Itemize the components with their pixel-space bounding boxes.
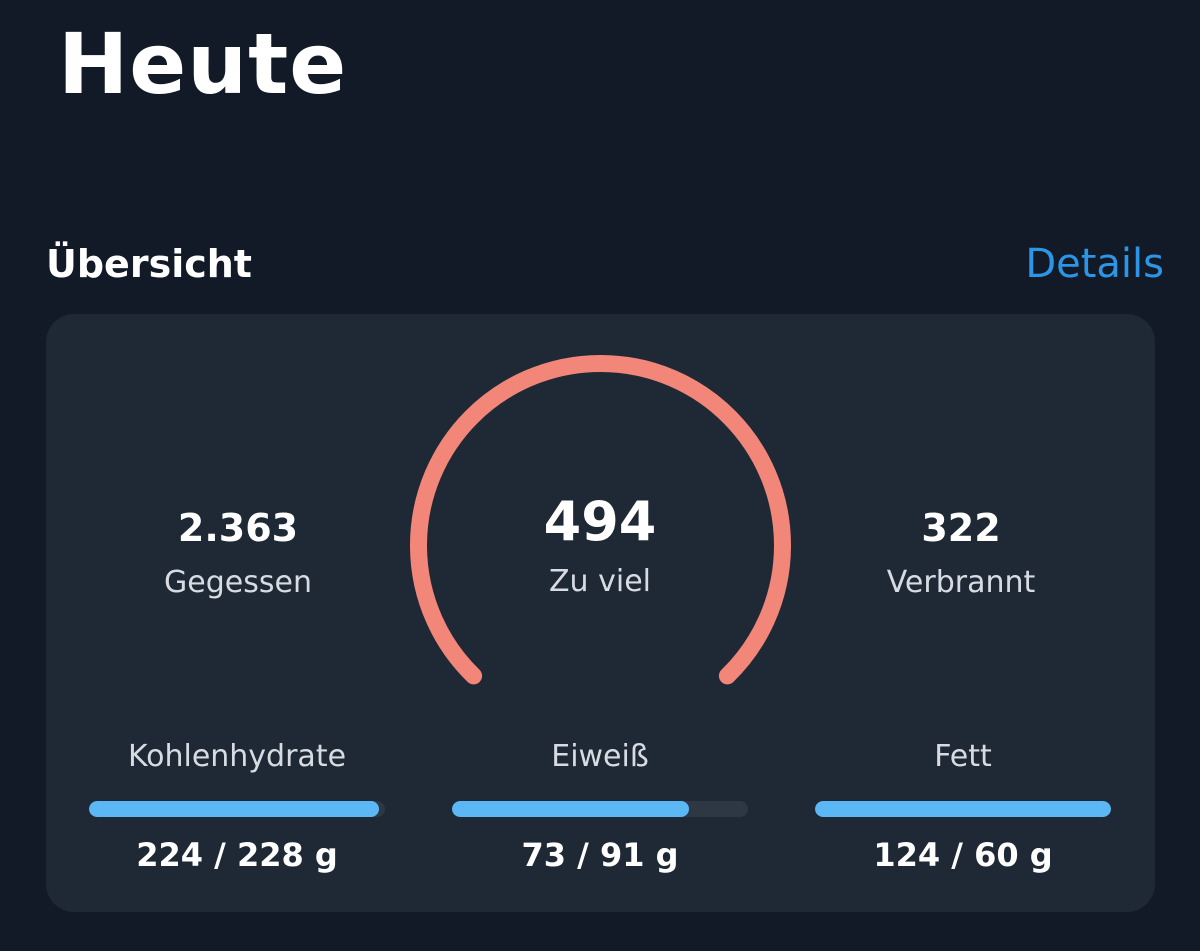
calorie-gauge — [410, 355, 791, 685]
calorie-gauge-arc — [410, 355, 791, 685]
overview-header: Übersicht Details — [46, 236, 1164, 292]
macro-fat-label: Fett — [934, 739, 992, 774]
macro-carbs-value: 224 / 228 g — [136, 836, 338, 874]
eaten-stat: 2.363 Gegessen — [88, 505, 388, 601]
remaining-label: Zu viel — [549, 564, 651, 599]
macro-protein-value: 73 / 91 g — [521, 836, 679, 874]
macro-carbs: Kohlenhydrate 224 / 228 g — [89, 739, 385, 875]
macro-fat-value: 124 / 60 g — [873, 836, 1053, 874]
macro-carbs-label: Kohlenhydrate — [127, 739, 347, 774]
overview-card[interactable]: 2.363 Gegessen 494 Zu viel 322 Verbrannt… — [46, 314, 1155, 912]
macro-protein-bar — [452, 801, 748, 817]
macro-protein-label: Eiweiß — [551, 739, 649, 774]
eaten-value: 2.363 — [177, 506, 299, 550]
burned-label: Verbrannt — [886, 565, 1036, 600]
overview-title: Übersicht — [46, 242, 252, 286]
macro-carbs-fill — [89, 801, 380, 817]
burned-stat: 322 Verbrannt — [811, 505, 1111, 601]
remaining-stat: 494 Zu viel — [450, 490, 750, 600]
eaten-label: Gegessen — [164, 565, 312, 600]
page-title: Heute — [58, 15, 348, 113]
macro-protein: Eiweiß 73 / 91 g — [452, 739, 748, 875]
macro-carbs-bar — [89, 801, 385, 817]
remaining-value: 494 — [543, 490, 657, 553]
burned-value: 322 — [921, 506, 1001, 550]
macro-fat-bar — [815, 801, 1111, 817]
macro-protein-fill — [452, 801, 689, 817]
details-link[interactable]: Details — [1025, 241, 1164, 287]
macro-fat-fill — [815, 801, 1111, 817]
macro-fat: Fett 124 / 60 g — [815, 739, 1111, 875]
